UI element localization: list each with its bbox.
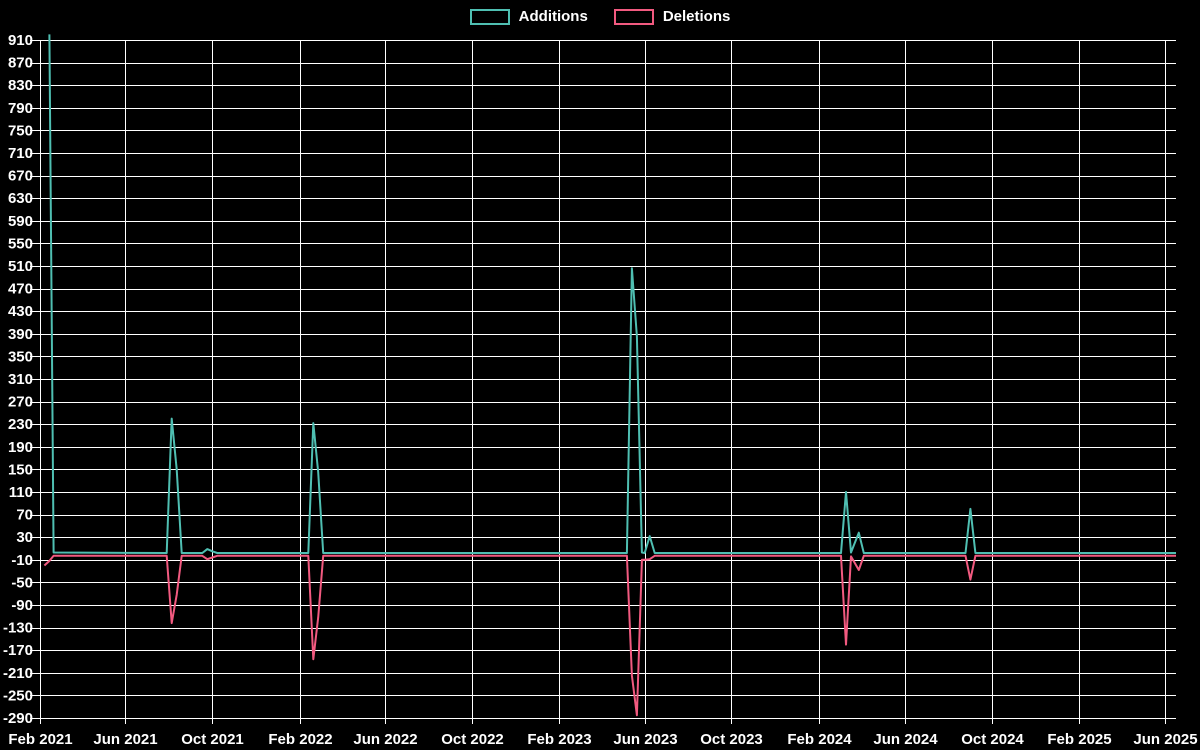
y-gridlines: 910 870 830 790 750 710 670 630 590 550 510 470 430 3… [3,32,1176,727]
additions-line [48,34,1176,554]
y-tick-label: -170 [3,642,33,659]
y-tick-label: 350 [8,348,33,365]
x-tick-label: Feb 2024 [787,731,852,748]
y-tick-label: 190 [8,439,33,456]
x-tick-label: Oct 2024 [961,731,1024,748]
x-tick-label: Feb 2021 [8,731,72,748]
y-tick-label: 550 [8,235,33,252]
y-tick-label: -250 [3,687,33,704]
y-tick-label: 750 [8,122,33,139]
y-tick-label: -130 [3,620,33,637]
chart-legend: Additions Deletions [0,8,1200,25]
x-tick-label: Jun 2022 [353,731,417,748]
y-tick-label: 790 [8,100,33,117]
y-tick-label: -210 [3,665,33,682]
y-tick-label: 310 [8,371,33,388]
y-tick-label: -10 [11,552,33,569]
y-tick-label: 230 [8,416,33,433]
y-tick-label: 910 [8,32,33,49]
x-tick-label: Oct 2023 [700,731,763,748]
x-tick-label: Jun 2023 [613,731,677,748]
x-tick-label: Oct 2022 [441,731,504,748]
x-tick-label: Oct 2021 [181,731,244,748]
y-tick-label: 430 [8,303,33,320]
y-tick-label: 470 [8,281,33,298]
additions-swatch-icon [469,8,510,25]
deletions-swatch-icon [613,8,654,25]
deletions-line [43,554,1176,717]
y-tick-label: 270 [8,394,33,411]
y-tick-label: 510 [8,258,33,275]
x-tick-label: Jun 2025 [1133,731,1197,748]
y-tick-label: 590 [8,213,33,230]
y-tick-label: 870 [8,55,33,72]
x-gridlines: Feb 2021 Jun 2021 Oct 2021 Feb 2022 Jun 2022… [8,40,1198,748]
x-tick-label: Jun 2021 [93,731,157,748]
x-tick-label: Feb 2023 [527,731,591,748]
y-tick-label: 150 [8,461,33,478]
x-tick-label: Jun 2024 [873,731,938,748]
y-tick-label: 710 [8,145,33,162]
x-tick-label: Feb 2022 [268,731,332,748]
y-tick-label: -290 [3,710,33,727]
legend-label-deletions: Deletions [662,8,731,25]
y-tick-label: 390 [8,326,33,343]
y-tick-label: 630 [8,190,33,207]
y-tick-label: 670 [8,168,33,185]
y-tick-label: 830 [8,77,33,94]
y-tick-label: -90 [11,597,33,614]
x-tick-label: Feb 2025 [1047,731,1111,748]
legend-item-deletions: Deletions [613,8,731,25]
y-tick-label: 30 [16,529,33,546]
y-tick-label: 110 [9,484,33,501]
legend-label-additions: Additions [518,8,588,25]
y-tick-label: -50 [11,574,33,591]
y-tick-label: 70 [16,507,33,524]
legend-item-additions: Additions [469,8,588,25]
